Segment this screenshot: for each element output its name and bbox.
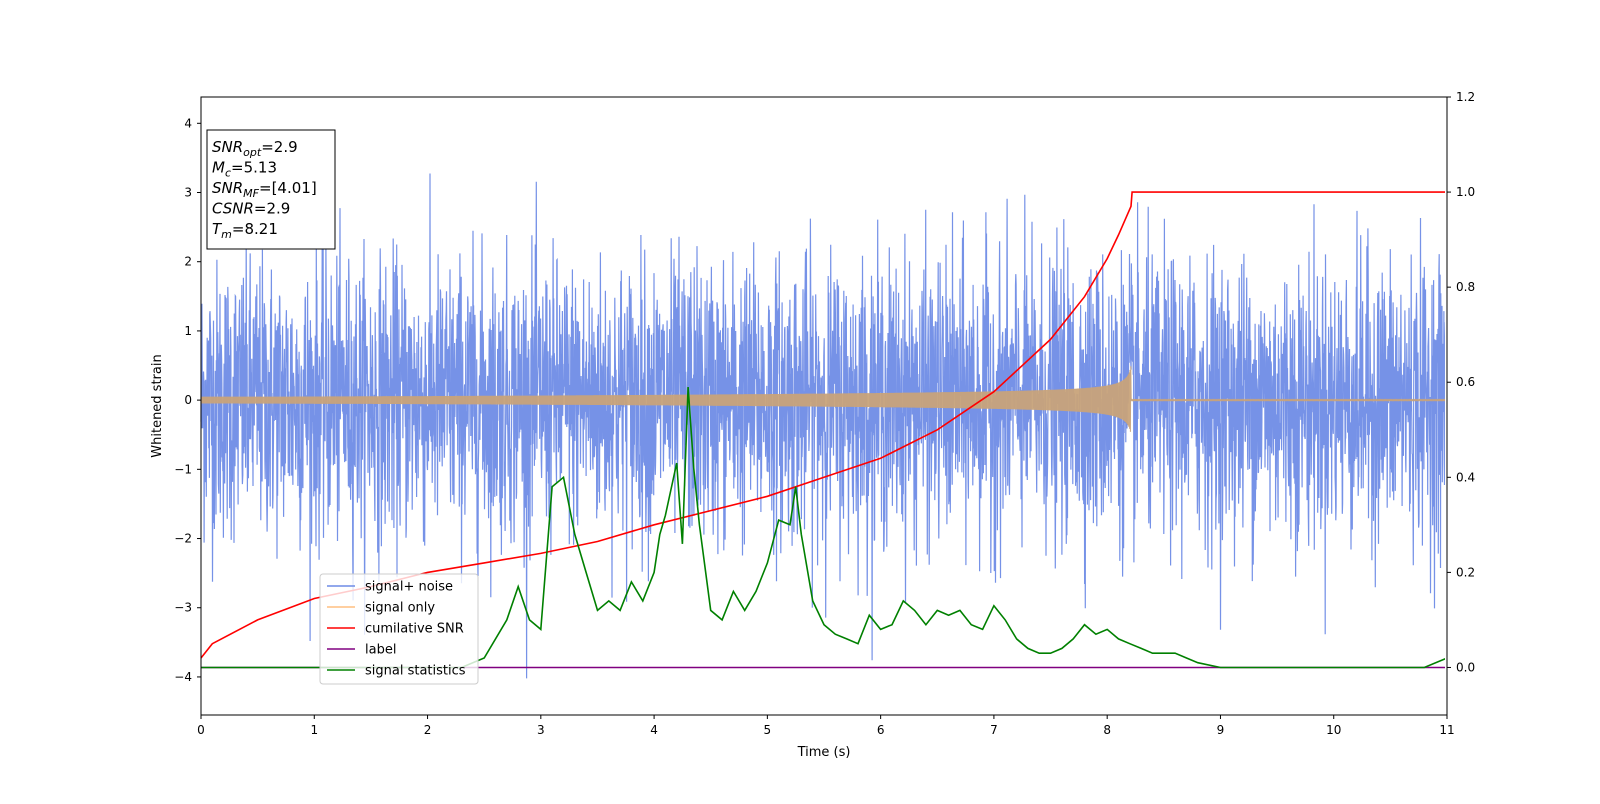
x-tick-label: 11 (1439, 723, 1454, 737)
annotation-value: =2.9 (254, 200, 290, 218)
x-tick-label: 10 (1326, 723, 1341, 737)
legend-entry-label: cumilative SNR (365, 622, 464, 637)
y-left-tick-label: 4 (184, 116, 192, 130)
series-signal-only-line (200, 366, 1445, 432)
y-left-tick-label: −4 (174, 670, 192, 684)
annotation-value: =2.9 (261, 138, 297, 156)
series-signal-noise-line (200, 173, 1445, 679)
annotation-value: =5.13 (231, 159, 277, 177)
legend-frame (319, 573, 479, 685)
annotation-value: =[4.01] (259, 179, 317, 197)
annotation-frame (206, 129, 336, 250)
x-tick-label: 3 (537, 723, 545, 737)
annotation-symbol: M (212, 159, 225, 177)
annotation-symbol: T (212, 220, 223, 238)
annotation-symbol: SNR (212, 179, 243, 197)
legend-entry-label: signal statistics (365, 664, 466, 679)
y-right-axis: 1.2 1.0 0.8 0.6 0.4 0.2 0.0 (1447, 90, 1475, 674)
y-axis-label: Whitened strain (150, 354, 165, 457)
series-signal-statistics-line (201, 386, 1445, 669)
x-tick-label: 1 (310, 723, 318, 737)
annotation-line: Mc=5.13 (212, 159, 277, 180)
x-tick-label: 7 (990, 723, 998, 737)
x-axis-label: Time (s) (797, 745, 851, 760)
y-right-tick-label: 0.2 (1456, 565, 1475, 579)
annotation-symbol: CSNR (212, 200, 254, 218)
annotation-value: =8.21 (232, 220, 278, 238)
annotation-line: Tm=8.21 (212, 220, 278, 241)
legend-entry-label: signal+ noise (365, 580, 453, 595)
x-tick-label: 4 (650, 723, 658, 737)
x-tick-label: 0 (197, 723, 205, 737)
x-tick-label: 8 (1103, 723, 1111, 737)
y-left-axis: 4 3 2 1 0 −1 −2 −3 −4 (174, 116, 201, 684)
annotation-box: SNRopt=2.9Mc=5.13SNRMF=[4.01]CSNR=2.9Tm=… (206, 129, 336, 250)
annotation-symbol: SNR (212, 138, 243, 156)
legend: signal+ noise signal only cumilative SNR la… (319, 573, 479, 685)
y-right-tick-label: 1.2 (1456, 90, 1475, 104)
annotation-line: SNRopt=2.9 (212, 138, 298, 159)
legend-entry-label: signal only (365, 601, 435, 616)
annotation-subscript: opt (243, 146, 262, 159)
annotation-subscript: c (225, 167, 231, 180)
annotation-subscript: m (221, 228, 232, 241)
y-right-tick-label: 0.8 (1456, 280, 1475, 294)
y-right-tick-label: 0.6 (1456, 375, 1475, 389)
y-right-tick-label: 1.0 (1456, 185, 1475, 199)
x-axis: 0 1 2 3 4 5 6 7 8 9 10 11 (197, 715, 1455, 737)
y-left-tick-label: 3 (184, 186, 192, 200)
x-tick-label: 9 (1217, 723, 1225, 737)
annotation-line: SNRMF=[4.01] (212, 179, 317, 200)
y-left-tick-label: 2 (184, 255, 192, 269)
y-left-tick-label: −3 (174, 601, 192, 615)
y-left-tick-label: −2 (174, 532, 192, 546)
y-left-tick-label: −1 (174, 462, 192, 476)
y-left-tick-label: 1 (184, 324, 192, 338)
y-right-tick-label: 0.0 (1456, 660, 1475, 674)
annotation-subscript: MF (243, 187, 259, 200)
x-tick-label: 5 (764, 723, 772, 737)
y-left-tick-label: 0 (184, 393, 192, 407)
plot-frame (200, 96, 1448, 716)
annotation-line: CSNR=2.9 (212, 200, 290, 218)
x-tick-label: 6 (877, 723, 885, 737)
x-tick-label: 2 (424, 723, 432, 737)
y-right-tick-label: 0.4 (1456, 470, 1475, 484)
legend-entry-label: label (365, 643, 396, 658)
